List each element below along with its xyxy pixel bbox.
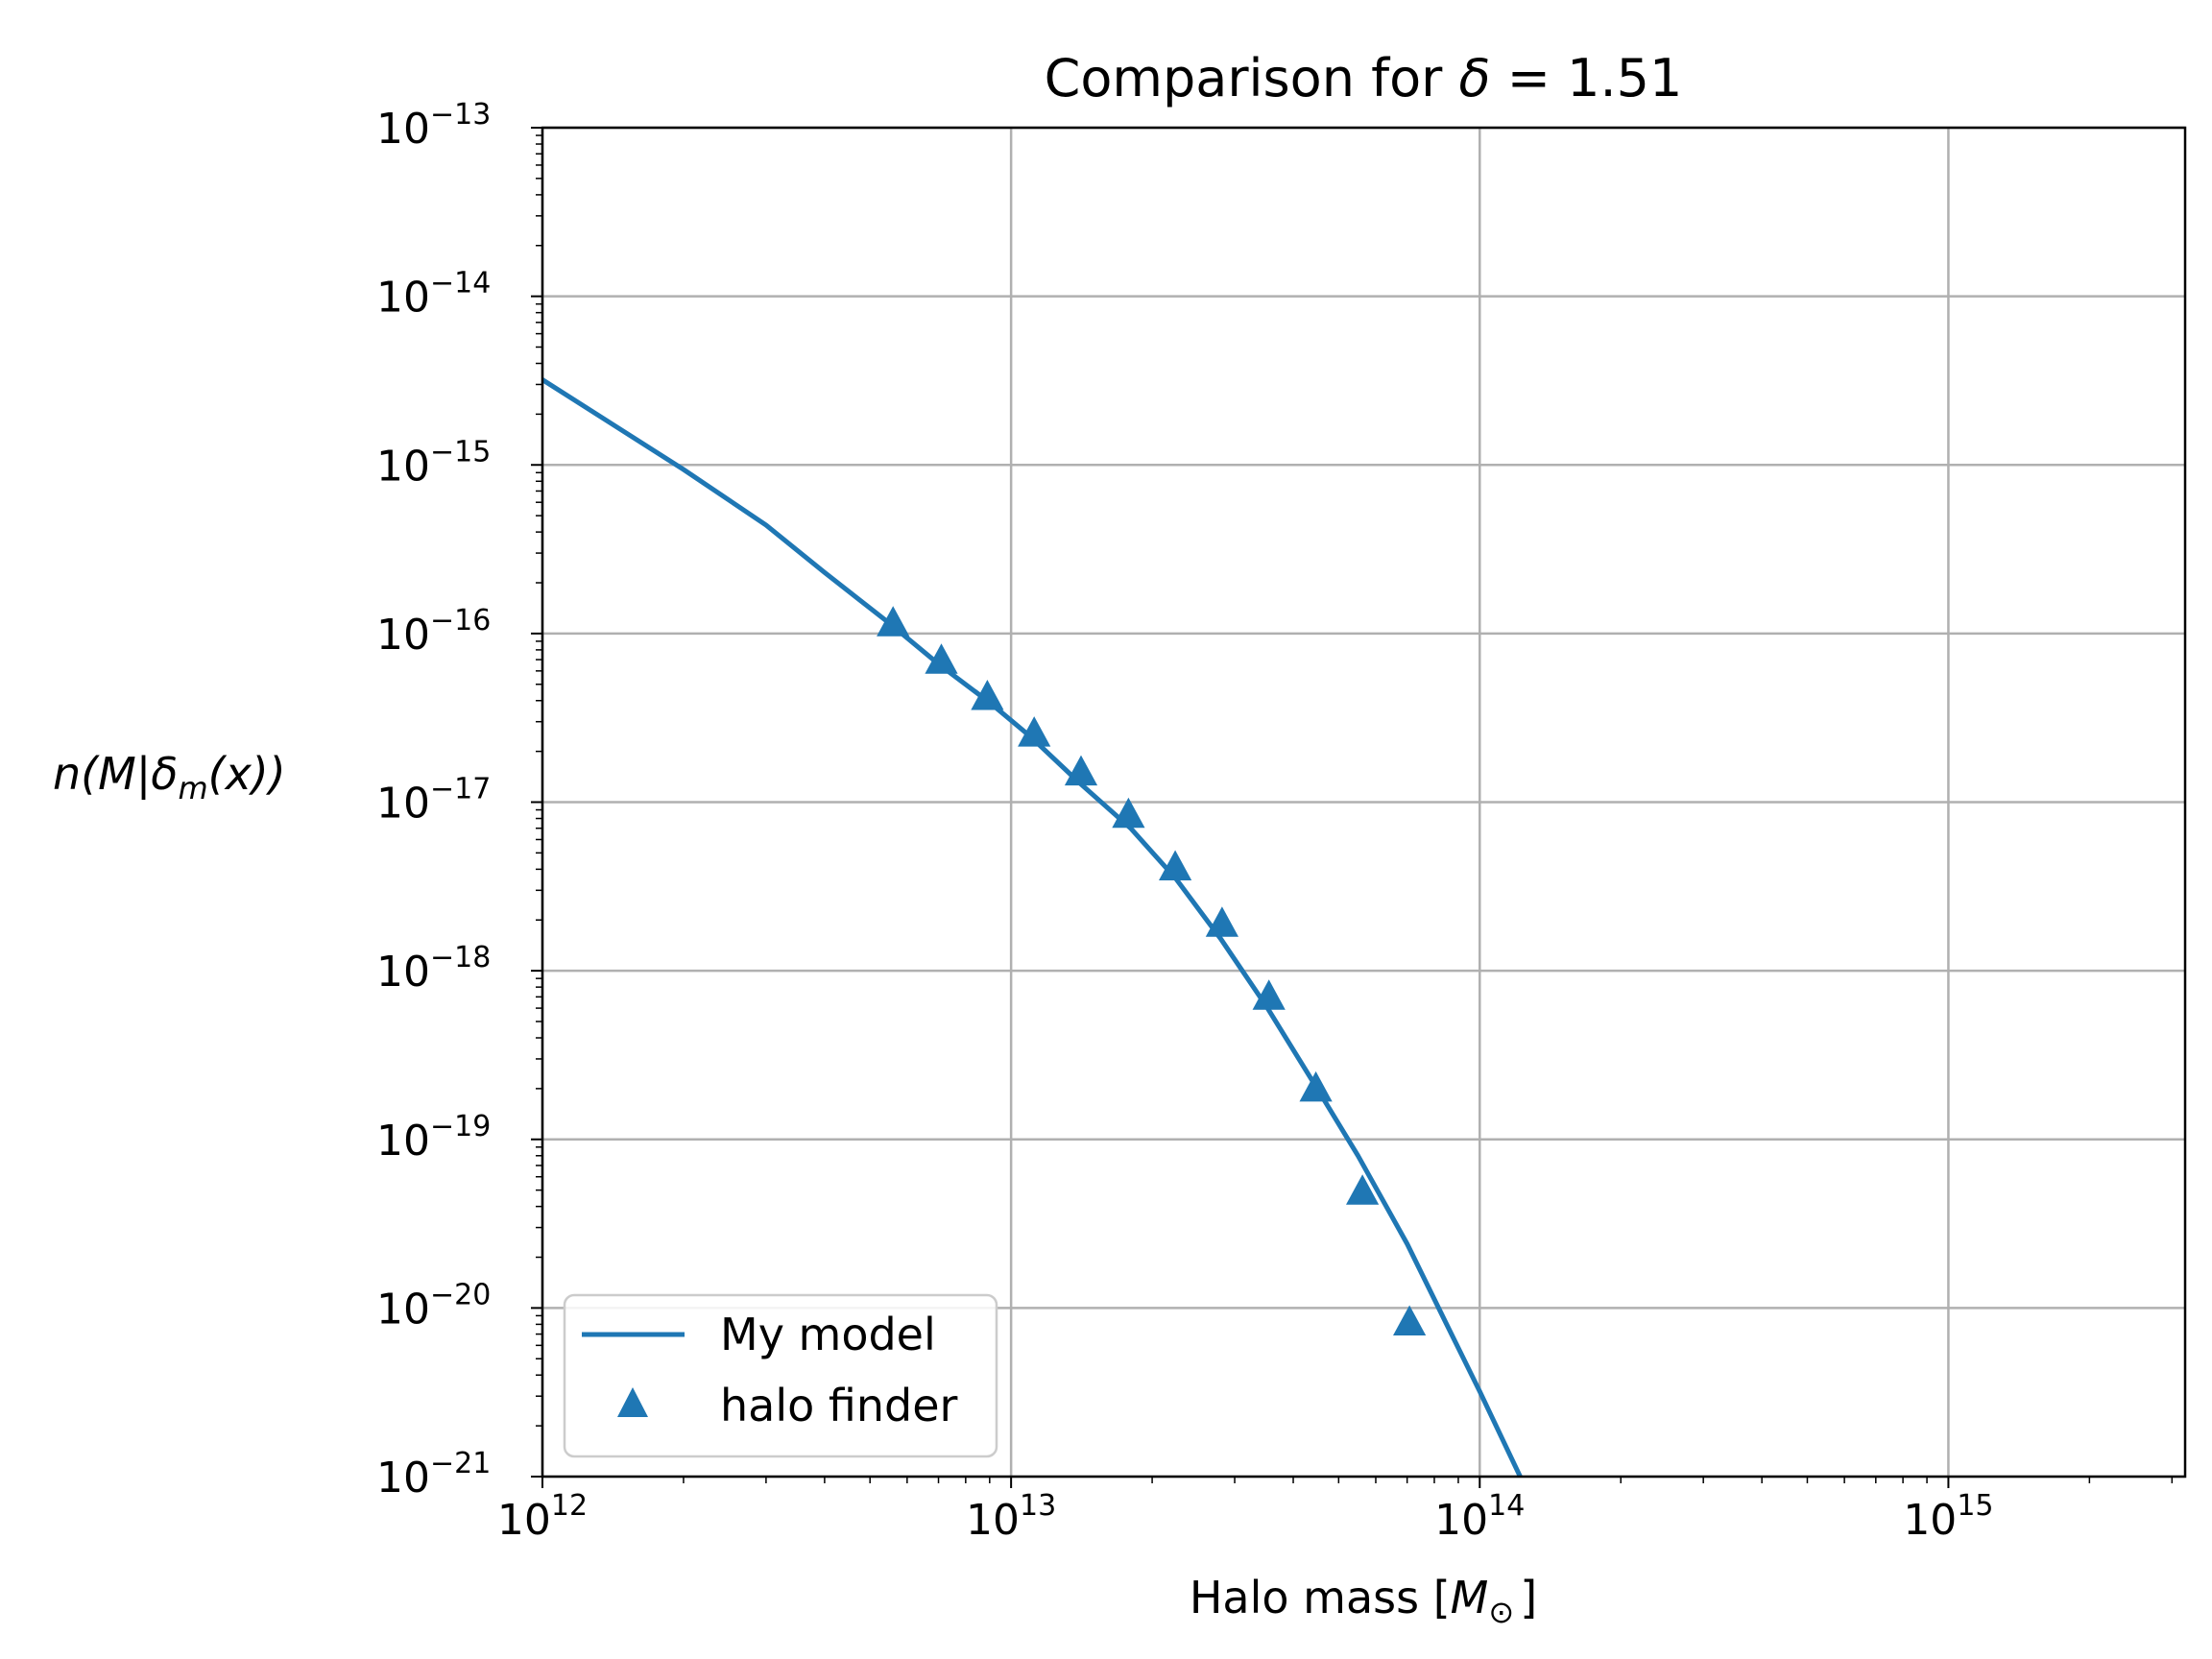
x-axis-label: Halo mass [M⊙] <box>1190 1572 1537 1630</box>
x-tick-labels: 1012 1013 1014 1015 <box>497 1489 1994 1545</box>
y-tick-label: 10−16 <box>376 604 491 660</box>
halo-finder-marker <box>971 680 1004 710</box>
halo-finder-marker <box>1159 850 1192 880</box>
y-tick-label: 10−20 <box>376 1278 491 1334</box>
tick-marks <box>531 127 2174 1488</box>
halo-finder-marker <box>1064 755 1098 786</box>
y-tick-label: 10−19 <box>376 1110 491 1166</box>
halo-finder-marker <box>1299 1070 1333 1102</box>
y-tick-label: 10−21 <box>376 1447 491 1503</box>
y-tick-label: 10−17 <box>376 773 491 829</box>
y-axis-label: n(M|δm(x)) <box>53 748 286 806</box>
x-tick-label: 1013 <box>966 1489 1056 1545</box>
halo-finder-marker <box>1252 979 1286 1010</box>
chart-title: Comparison for δ = 1.51 <box>1045 48 1683 108</box>
y-tick-label: 10−18 <box>376 941 491 997</box>
y-tick-label: 10−13 <box>376 98 491 154</box>
halo-finder-marker <box>925 643 958 674</box>
halo-finder-marker <box>877 606 910 637</box>
y-tick-label: 10−14 <box>376 267 491 323</box>
legend: My model halo finder <box>563 1293 998 1458</box>
legend-label-model: My model <box>720 1309 936 1360</box>
halo-finder-marker <box>1393 1305 1427 1335</box>
y-tick-label: 10−15 <box>376 435 491 491</box>
halo-finder-marker <box>1018 716 1051 747</box>
y-tick-labels: 10−13 10−14 10−15 10−16 10−17 10−18 10−19 10−20… <box>376 98 491 1503</box>
legend-triangle-swatch <box>617 1387 648 1417</box>
legend-label-halo-finder: halo finder <box>720 1380 958 1431</box>
halo-finder-marker <box>1346 1174 1380 1205</box>
halo-finder-marker <box>1112 797 1145 829</box>
x-tick-label: 1012 <box>497 1489 588 1545</box>
x-tick-label: 1015 <box>1903 1489 1993 1545</box>
plot-area <box>542 377 1523 1477</box>
model-line <box>542 377 1523 1477</box>
x-tick-label: 1014 <box>1434 1489 1525 1545</box>
halo-finder-marker <box>1205 906 1238 937</box>
